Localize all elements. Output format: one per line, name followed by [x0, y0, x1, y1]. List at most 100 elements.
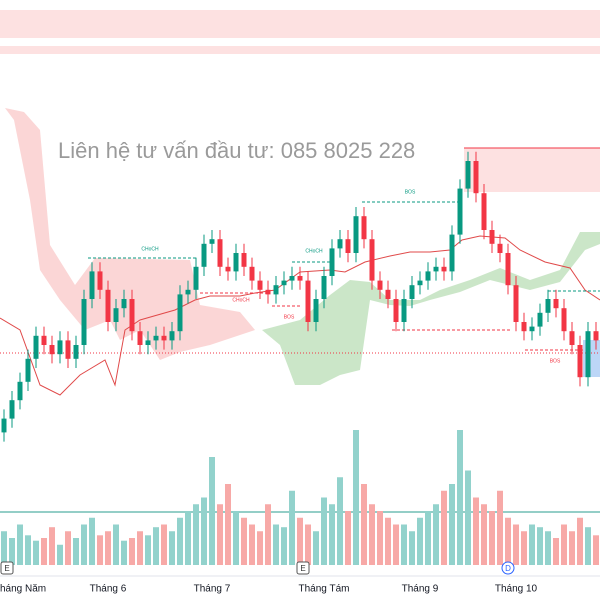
volume-bar — [369, 504, 375, 565]
candle-body — [345, 239, 351, 253]
candle-body — [121, 299, 127, 309]
candle-body — [593, 331, 599, 341]
volume-bar — [161, 524, 167, 565]
volume-bar — [233, 511, 239, 565]
volume-bar — [113, 524, 119, 565]
candle-body — [289, 276, 295, 281]
candle-body — [497, 243, 503, 253]
x-tick-label: Tháng 10 — [495, 584, 538, 595]
volume-bar — [513, 524, 519, 565]
candle-body — [177, 294, 183, 332]
volume-bar — [561, 524, 567, 565]
candle-body — [233, 253, 239, 272]
candle-body — [489, 230, 495, 244]
candle-body — [321, 276, 327, 299]
volume-bar — [17, 524, 23, 565]
volume-bar — [497, 490, 503, 565]
candle-body — [473, 161, 479, 194]
volume-bar — [409, 531, 415, 565]
volume-bar — [313, 531, 319, 565]
candle-body — [273, 285, 279, 295]
volume-bar — [209, 457, 215, 565]
annotation: BOS — [405, 189, 416, 195]
volume-bar — [289, 490, 295, 565]
candle-body — [385, 289, 391, 299]
volume-bar — [265, 504, 271, 565]
candle-body — [265, 289, 271, 295]
volume-bar — [489, 511, 495, 565]
event-marker — [0, 561, 14, 575]
candle-body — [481, 193, 487, 230]
volume-bar — [9, 538, 15, 565]
volume-bar — [417, 517, 423, 565]
candle-body — [297, 276, 303, 281]
volume-bar — [553, 538, 559, 565]
candle-body — [305, 280, 311, 322]
candle-body — [225, 266, 231, 272]
candle-body — [33, 335, 39, 359]
volume-bar — [449, 484, 455, 565]
volume-bar — [537, 527, 543, 565]
volume-bar — [441, 490, 447, 565]
candle-body — [425, 271, 431, 281]
candle-body — [241, 253, 247, 267]
zone — [464, 148, 600, 192]
candle-body — [353, 216, 359, 253]
candle-body — [193, 266, 199, 290]
zone — [0, 46, 600, 54]
candle-body — [313, 299, 319, 322]
volume-bar — [385, 517, 391, 565]
volume-bar — [393, 524, 399, 565]
volume-bar — [185, 511, 191, 565]
candle-body — [409, 285, 415, 299]
volume-bar — [1, 531, 7, 565]
volume-bar — [249, 524, 255, 565]
candle-body — [553, 299, 559, 309]
candle-body — [57, 340, 63, 355]
cloud-bearish — [5, 108, 255, 360]
candle-body — [521, 322, 527, 332]
cloud-bullish — [262, 232, 600, 385]
volume-bar — [105, 531, 111, 565]
annotation: BOS — [284, 314, 295, 320]
candle-body — [249, 266, 255, 281]
candle-body — [369, 239, 375, 281]
x-tick-label: Tháng 9 — [402, 584, 439, 595]
candle-body — [361, 216, 367, 240]
volume-bar — [81, 524, 87, 565]
candle-body — [577, 345, 583, 378]
candle-body — [65, 340, 71, 359]
candle-body — [25, 358, 31, 382]
event-marker — [501, 561, 515, 575]
candle-body — [449, 234, 455, 272]
candle-body — [401, 299, 407, 322]
candle-body — [561, 308, 567, 332]
annotation: BOS — [550, 358, 561, 364]
x-tick-label: Tháng 7 — [194, 584, 231, 595]
volume-bar — [73, 538, 79, 565]
volume-bar — [201, 497, 207, 565]
volume-bar — [41, 538, 47, 565]
candle-body — [329, 248, 335, 276]
candle-body — [441, 266, 447, 272]
marks: Tháng Năm Tháng 6 Tháng 7 Tháng Tám Tháng 9 T… — [0, 151, 599, 595]
volume-bar — [33, 540, 39, 565]
candle-body — [129, 299, 135, 332]
volume-bar — [121, 540, 127, 565]
volume-bar — [465, 470, 471, 565]
volume-bar — [593, 535, 599, 565]
volume-bar — [193, 504, 199, 565]
candle-body — [113, 308, 119, 322]
volume-bar — [569, 531, 575, 565]
candle-body — [201, 243, 207, 267]
annotation: CHoCH — [232, 297, 250, 303]
volume-bar — [89, 517, 95, 565]
candle-body — [153, 335, 159, 341]
volume-bar — [457, 430, 463, 565]
volume-bar — [273, 524, 279, 565]
volume-bar — [97, 535, 103, 565]
candle-body — [145, 340, 151, 345]
candle-body — [137, 331, 143, 345]
candle-body — [513, 285, 519, 322]
